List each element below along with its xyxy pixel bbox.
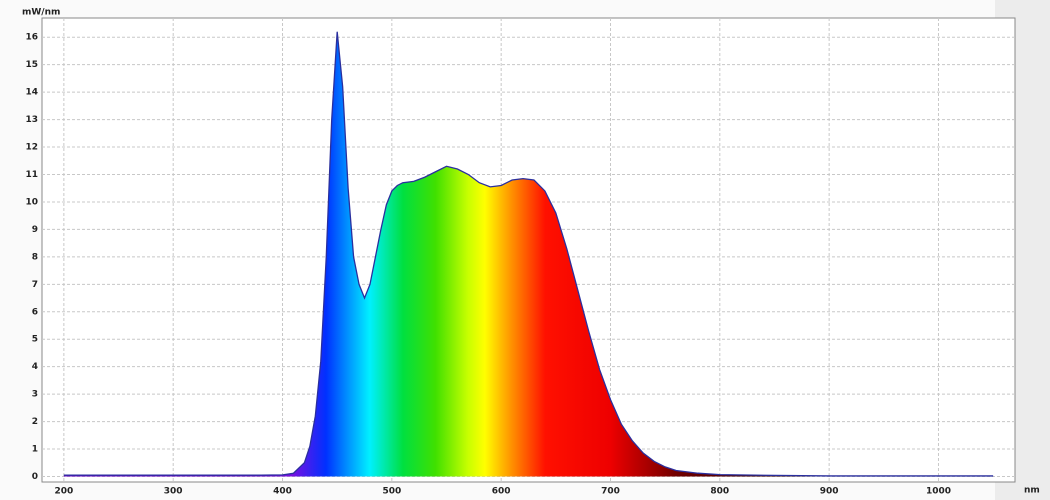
x-tick-label: 900 (820, 487, 839, 497)
x-axis-label: nm (1024, 486, 1040, 496)
y-tick-label: 7 (32, 280, 38, 290)
x-tick-label: 400 (273, 487, 292, 497)
x-tick-label: 1000 (926, 487, 951, 497)
x-tick-label: 200 (54, 487, 73, 497)
y-tick-label: 2 (32, 417, 38, 427)
x-tick-label: 700 (601, 487, 620, 497)
y-tick-label: 9 (32, 225, 38, 235)
y-tick-label: 4 (32, 362, 38, 372)
y-tick-label: 3 (32, 390, 38, 400)
y-tick-label: 6 (32, 307, 38, 317)
y-tick-label: 8 (32, 252, 38, 262)
x-tick-label: 500 (382, 487, 401, 497)
x-tick-label: 600 (492, 487, 511, 497)
y-tick-label: 11 (25, 170, 38, 180)
y-tick-label: 10 (25, 197, 38, 207)
y-tick-label: 15 (25, 60, 38, 70)
y-tick-label: 13 (25, 115, 38, 125)
spectrum-area (63, 31, 994, 477)
spectrum-line (63, 31, 994, 477)
y-tick-label: 12 (25, 143, 38, 153)
y-tick-label: 0 (32, 472, 38, 482)
y-tick-label: 5 (32, 335, 38, 345)
y-tick-label: 16 (25, 33, 38, 43)
y-tick-label: 14 (25, 88, 38, 98)
y-tick-label: 1 (32, 445, 38, 455)
x-tick-label: 300 (164, 487, 183, 497)
y-axis-label: mW/nm (22, 8, 60, 18)
x-tick-label: 800 (710, 487, 729, 497)
